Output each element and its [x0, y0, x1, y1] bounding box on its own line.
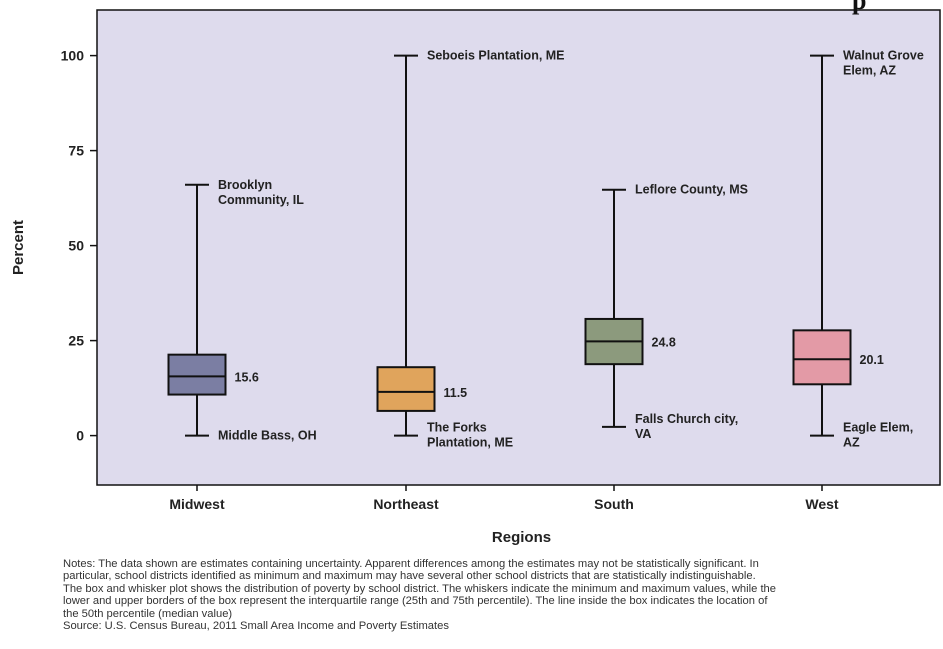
- y-tick-label: 0: [76, 428, 84, 444]
- x-axis: Midwest Northeast South West: [169, 485, 839, 512]
- chart-title-fragment: p: [852, 0, 866, 15]
- y-tick-label: 25: [68, 333, 84, 349]
- x-tick-label: Midwest: [169, 496, 225, 512]
- median-label: 15.6: [235, 370, 259, 384]
- source-line: Source: U.S. Census Bureau, 2011 Small A…: [63, 620, 449, 633]
- min-label: Eagle Elem,: [843, 421, 913, 435]
- box-plot-chart: p 0 25 50 75 100 Midwest Northeast South West 1…: [10, 0, 941, 546]
- max-label: Walnut Grove: [843, 49, 924, 63]
- median-label: 24.8: [652, 335, 676, 349]
- y-tick-label: 100: [61, 48, 85, 64]
- y-tick-label: 50: [68, 238, 84, 254]
- notes-line: lower and upper borders of the box repre…: [63, 595, 768, 608]
- box-south: 24.8 Leflore County, MS Falls Church city,…: [584, 183, 748, 441]
- min-label: Middle Bass, OH: [218, 429, 317, 443]
- iqr-box: [792, 329, 852, 386]
- notes-line: the 50th percentile (median value): [63, 607, 233, 620]
- max-label: Community, IL: [218, 193, 304, 207]
- iqr-box: [376, 366, 436, 412]
- x-tick-label: West: [805, 496, 839, 512]
- max-label: Leflore County, MS: [635, 183, 748, 197]
- x-axis-title: Regions: [492, 529, 551, 546]
- iqr-box: [167, 353, 227, 396]
- min-label: Plantation, ME: [427, 436, 513, 450]
- y-axis: 0 25 50 75 100: [61, 48, 97, 444]
- box-northeast: 11.5 Seboeis Plantation, ME The ForksPlant…: [376, 49, 565, 450]
- max-label: Brooklyn: [218, 178, 272, 192]
- min-label: VA: [635, 427, 651, 441]
- max-label: Elem, AZ: [843, 64, 896, 78]
- min-label: The Forks: [427, 421, 487, 435]
- y-axis-title: Percent: [10, 220, 27, 275]
- median-label: 11.5: [444, 386, 468, 400]
- x-tick-label: South: [594, 496, 634, 512]
- max-label: Seboeis Plantation, ME: [427, 49, 565, 63]
- notes-line: particular, school districts identified …: [63, 570, 756, 583]
- median-label: 20.1: [860, 353, 884, 367]
- y-tick-label: 75: [68, 143, 84, 159]
- x-tick-label: Northeast: [373, 496, 439, 512]
- min-label: Falls Church city,: [635, 412, 738, 426]
- notes-line: The box and whisker plot shows the distr…: [63, 582, 777, 595]
- chart-notes: Notes: The data shown are estimates cont…: [63, 558, 933, 632]
- notes-line: Notes: The data shown are estimates cont…: [63, 558, 759, 570]
- min-label: AZ: [843, 436, 860, 450]
- plot-area: [96, 9, 941, 486]
